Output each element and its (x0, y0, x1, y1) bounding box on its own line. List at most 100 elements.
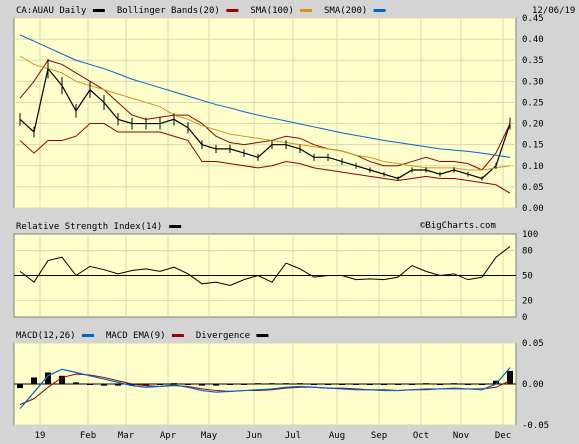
y-tick-label: 0.45 (522, 14, 544, 24)
divergence-bar (507, 370, 513, 384)
divergence-bar (199, 384, 205, 386)
legend-swatch (226, 9, 239, 12)
legend-label: Bollinger Bands(20) (117, 6, 220, 16)
x-tick-label: Apr (160, 431, 177, 441)
y-tick-label: 0.35 (522, 56, 544, 66)
divergence-bar (157, 384, 163, 385)
divergence-bar (143, 384, 149, 386)
legend-swatch (92, 9, 105, 12)
divergence-bar (423, 383, 429, 385)
divergence-bar (311, 384, 317, 385)
divergence-bar (227, 384, 233, 385)
x-tick-label: Mar (118, 431, 135, 441)
divergence-bar (353, 384, 359, 385)
divergence-bar (493, 380, 499, 384)
divergence-bar (437, 384, 443, 385)
x-tick-label: Feb (80, 431, 96, 441)
divergence-bar (479, 384, 485, 385)
bollinger-upper-line (19, 59, 511, 171)
legend-swatch (300, 9, 312, 12)
y-tick-label: 0.15 (522, 141, 544, 151)
watermark: ©BigCharts.com (420, 221, 496, 231)
legend-label: MACD EMA(9) (106, 331, 166, 341)
divergence-bar (185, 384, 191, 385)
macd-legend: MACD(12,26) MACD EMA(9) Divergence (16, 331, 269, 341)
legend-swatch (373, 9, 386, 12)
divergence-bar (87, 384, 93, 385)
legend-label: Divergence (196, 331, 250, 341)
divergence-bar (409, 384, 415, 385)
divergence-bar (45, 372, 51, 384)
sma100-line (19, 55, 511, 171)
y-tick-label: 0.10 (522, 162, 544, 172)
x-tick-label: Dec (495, 431, 511, 441)
rsi-legend: Relative Strength Index(14) (16, 222, 182, 232)
divergence-bar (255, 383, 261, 385)
divergence-bar (395, 384, 401, 385)
divergence-bar (339, 384, 345, 385)
macd-line (19, 367, 511, 409)
divergence-bar (297, 383, 303, 385)
legend-label: SMA(200) (324, 6, 367, 16)
price-line (19, 67, 511, 180)
y-tick-label: 80 (522, 247, 533, 257)
y-tick-label: 0 (522, 313, 527, 323)
legend-label: Relative Strength Index(14) (16, 222, 162, 232)
x-axis: 19 Feb Mar Apr May Jun Jul Aug Sep Oct Nov Dec (35, 431, 512, 441)
divergence-bar (241, 384, 247, 385)
y-tick-label: 0.05 (522, 183, 544, 193)
x-tick-label: 19 (35, 431, 46, 441)
y-tick-label: -0.05 (522, 421, 549, 431)
rsi-series-layer (19, 246, 511, 286)
price-legend: CA:AUAU Daily Bollinger Bands(20) SMA(100)… (16, 6, 386, 16)
divergence-bar (283, 383, 289, 385)
divergence-bar (73, 382, 79, 384)
x-tick-label: Aug (329, 431, 345, 441)
legend-label: SMA(100) (250, 6, 293, 16)
rsi-grid (14, 234, 516, 317)
divergence-bar (31, 377, 37, 384)
divergence-bar (367, 384, 373, 385)
price-header-date: 12/06/19 (532, 6, 575, 16)
bollinger-lower-line (19, 123, 511, 194)
rsi-y-axis: 100 80 50 20 0 (522, 230, 538, 323)
legend-swatch (171, 334, 184, 337)
divergence-bar (381, 384, 387, 385)
divergence-bar (17, 384, 23, 389)
y-tick-label: 0.20 (522, 120, 544, 130)
y-tick-label: 0.40 (522, 35, 544, 45)
divergence-bar (171, 383, 177, 385)
x-tick-label: Jul (285, 431, 301, 441)
divergence-bar (59, 375, 65, 384)
sma200-line (19, 34, 511, 158)
y-tick-label: 0.00 (522, 380, 544, 390)
macd-series-layer (17, 367, 513, 409)
price-series-layer (19, 34, 511, 194)
x-tick-label: Sep (371, 431, 387, 441)
y-tick-label: 0.05 (522, 339, 544, 349)
x-tick-label: May (201, 431, 218, 441)
y-tick-label: 100 (522, 230, 538, 240)
y-tick-label: 50 (522, 272, 533, 282)
x-tick-label: Nov (453, 431, 469, 441)
y-tick-label: 0.25 (522, 98, 544, 108)
legend-swatch (256, 334, 269, 337)
macd-y-axis: 0.05 0.00 -0.05 (522, 339, 549, 431)
y-tick-label: 0.00 (522, 204, 544, 214)
price-y-axis: 0.45 0.40 0.35 0.30 0.25 0.20 0.15 0.10 0.05 0.00 (522, 14, 544, 214)
y-tick-label: 0.30 (522, 77, 544, 87)
rsi-line (19, 246, 511, 286)
divergence-bar (465, 384, 471, 385)
macd-ema-line (19, 373, 511, 405)
price-grid (14, 17, 516, 209)
price-panel (13, 17, 517, 209)
divergence-bar (129, 384, 135, 386)
y-tick-label: 20 (522, 296, 533, 306)
x-tick-label: Oct (413, 431, 429, 441)
divergence-bar (213, 384, 219, 386)
divergence-bar (451, 383, 457, 385)
divergence-bar (269, 383, 275, 385)
macd-grid (14, 342, 516, 426)
legend-swatch (81, 334, 94, 337)
